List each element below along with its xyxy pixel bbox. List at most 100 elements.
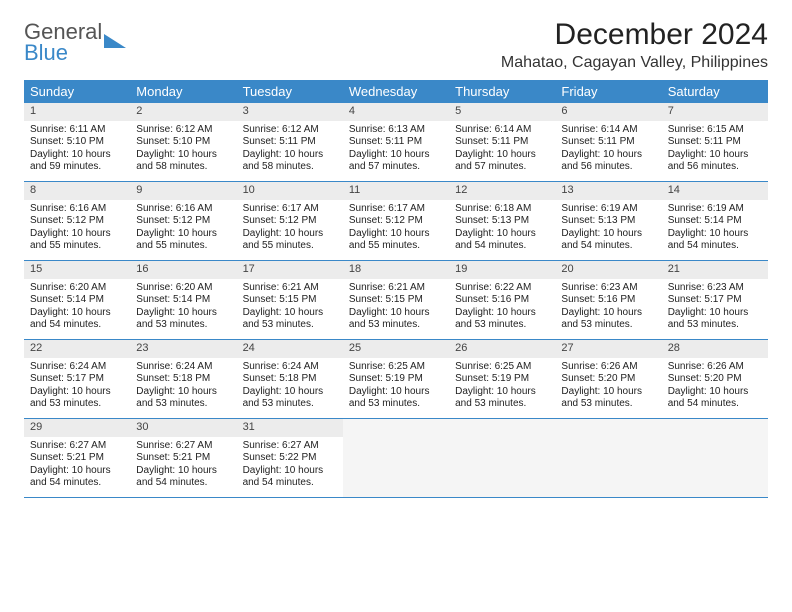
daylight-line: Daylight: 10 hours and 57 minutes.	[455, 149, 549, 174]
logo-text: General Blue	[24, 22, 102, 64]
logo-line2: Blue	[24, 40, 68, 65]
header: General Blue December 2024 Mahatao, Caga…	[24, 18, 768, 72]
day-number: 19	[449, 261, 555, 279]
location-subtitle: Mahatao, Cagayan Valley, Philippines	[501, 54, 768, 72]
calendar-cell: 6Sunrise: 6:14 AMSunset: 5:11 PMDaylight…	[555, 103, 661, 181]
day-body: Sunrise: 6:27 AMSunset: 5:22 PMDaylight:…	[237, 437, 343, 494]
daylight-line: Daylight: 10 hours and 54 minutes.	[30, 307, 124, 332]
calendar-cell: 16Sunrise: 6:20 AMSunset: 5:14 PMDayligh…	[130, 261, 236, 339]
daylight-line: Daylight: 10 hours and 53 minutes.	[349, 386, 443, 411]
calendar-cell: 2Sunrise: 6:12 AMSunset: 5:10 PMDaylight…	[130, 103, 236, 181]
day-number: 11	[343, 182, 449, 200]
day-body: Sunrise: 6:24 AMSunset: 5:17 PMDaylight:…	[24, 358, 130, 415]
day-body: Sunrise: 6:20 AMSunset: 5:14 PMDaylight:…	[24, 279, 130, 336]
day-body: Sunrise: 6:24 AMSunset: 5:18 PMDaylight:…	[237, 358, 343, 415]
calendar-cell: 11Sunrise: 6:17 AMSunset: 5:12 PMDayligh…	[343, 182, 449, 260]
calendar-cell: 12Sunrise: 6:18 AMSunset: 5:13 PMDayligh…	[449, 182, 555, 260]
title-block: December 2024 Mahatao, Cagayan Valley, P…	[501, 18, 768, 72]
daylight-line: Daylight: 10 hours and 55 minutes.	[136, 228, 230, 253]
sunset-line: Sunset: 5:14 PM	[136, 294, 230, 307]
day-number: 13	[555, 182, 661, 200]
day-number: 25	[343, 340, 449, 358]
calendar-week: 1Sunrise: 6:11 AMSunset: 5:10 PMDaylight…	[24, 103, 768, 182]
calendar: Sunday Monday Tuesday Wednesday Thursday…	[24, 80, 768, 498]
sunrise-line: Sunrise: 6:14 AM	[455, 124, 549, 137]
sunrise-line: Sunrise: 6:12 AM	[136, 124, 230, 137]
calendar-cell: 14Sunrise: 6:19 AMSunset: 5:14 PMDayligh…	[662, 182, 768, 260]
day-body: Sunrise: 6:13 AMSunset: 5:11 PMDaylight:…	[343, 121, 449, 178]
sunrise-line: Sunrise: 6:23 AM	[668, 282, 762, 295]
daylight-line: Daylight: 10 hours and 53 minutes.	[455, 386, 549, 411]
day-number: 22	[24, 340, 130, 358]
day-header-row: Sunday Monday Tuesday Wednesday Thursday…	[24, 80, 768, 103]
calendar-cell: 15Sunrise: 6:20 AMSunset: 5:14 PMDayligh…	[24, 261, 130, 339]
dayhead-monday: Monday	[130, 80, 236, 103]
calendar-cell: 26Sunrise: 6:25 AMSunset: 5:19 PMDayligh…	[449, 340, 555, 418]
calendar-cell: 9Sunrise: 6:16 AMSunset: 5:12 PMDaylight…	[130, 182, 236, 260]
day-number: 10	[237, 182, 343, 200]
day-body: Sunrise: 6:21 AMSunset: 5:15 PMDaylight:…	[237, 279, 343, 336]
day-number: 15	[24, 261, 130, 279]
day-number: 12	[449, 182, 555, 200]
daylight-line: Daylight: 10 hours and 54 minutes.	[136, 465, 230, 490]
day-body: Sunrise: 6:26 AMSunset: 5:20 PMDaylight:…	[555, 358, 661, 415]
day-number: 29	[24, 419, 130, 437]
sunrise-line: Sunrise: 6:12 AM	[243, 124, 337, 137]
sunrise-line: Sunrise: 6:22 AM	[455, 282, 549, 295]
calendar-cell: 1Sunrise: 6:11 AMSunset: 5:10 PMDaylight…	[24, 103, 130, 181]
calendar-cell: 20Sunrise: 6:23 AMSunset: 5:16 PMDayligh…	[555, 261, 661, 339]
day-body: Sunrise: 6:12 AMSunset: 5:11 PMDaylight:…	[237, 121, 343, 178]
daylight-line: Daylight: 10 hours and 53 minutes.	[30, 386, 124, 411]
calendar-cell: 7Sunrise: 6:15 AMSunset: 5:11 PMDaylight…	[662, 103, 768, 181]
sunrise-line: Sunrise: 6:26 AM	[668, 361, 762, 374]
day-number: 23	[130, 340, 236, 358]
sunset-line: Sunset: 5:16 PM	[455, 294, 549, 307]
daylight-line: Daylight: 10 hours and 55 minutes.	[30, 228, 124, 253]
logo-triangle-icon	[104, 34, 126, 48]
calendar-cell: 18Sunrise: 6:21 AMSunset: 5:15 PMDayligh…	[343, 261, 449, 339]
sunrise-line: Sunrise: 6:11 AM	[30, 124, 124, 137]
sunrise-line: Sunrise: 6:19 AM	[668, 203, 762, 216]
sunset-line: Sunset: 5:10 PM	[136, 136, 230, 149]
calendar-cell: 10Sunrise: 6:17 AMSunset: 5:12 PMDayligh…	[237, 182, 343, 260]
sunrise-line: Sunrise: 6:14 AM	[561, 124, 655, 137]
calendar-body: 1Sunrise: 6:11 AMSunset: 5:10 PMDaylight…	[24, 103, 768, 498]
daylight-line: Daylight: 10 hours and 53 minutes.	[561, 307, 655, 332]
day-number: 24	[237, 340, 343, 358]
calendar-cell: 19Sunrise: 6:22 AMSunset: 5:16 PMDayligh…	[449, 261, 555, 339]
day-number: 27	[555, 340, 661, 358]
day-number: 17	[237, 261, 343, 279]
calendar-cell	[662, 419, 768, 497]
sunrise-line: Sunrise: 6:13 AM	[349, 124, 443, 137]
sunset-line: Sunset: 5:16 PM	[561, 294, 655, 307]
day-body: Sunrise: 6:12 AMSunset: 5:10 PMDaylight:…	[130, 121, 236, 178]
day-number: 1	[24, 103, 130, 121]
sunset-line: Sunset: 5:12 PM	[349, 215, 443, 228]
day-number: 21	[662, 261, 768, 279]
sunset-line: Sunset: 5:13 PM	[561, 215, 655, 228]
day-number: 2	[130, 103, 236, 121]
sunset-line: Sunset: 5:11 PM	[243, 136, 337, 149]
sunset-line: Sunset: 5:12 PM	[30, 215, 124, 228]
day-body: Sunrise: 6:24 AMSunset: 5:18 PMDaylight:…	[130, 358, 236, 415]
day-body: Sunrise: 6:11 AMSunset: 5:10 PMDaylight:…	[24, 121, 130, 178]
day-number: 31	[237, 419, 343, 437]
daylight-line: Daylight: 10 hours and 54 minutes.	[455, 228, 549, 253]
calendar-cell: 17Sunrise: 6:21 AMSunset: 5:15 PMDayligh…	[237, 261, 343, 339]
day-number: 8	[24, 182, 130, 200]
dayhead-wednesday: Wednesday	[343, 80, 449, 103]
calendar-cell: 23Sunrise: 6:24 AMSunset: 5:18 PMDayligh…	[130, 340, 236, 418]
sunset-line: Sunset: 5:17 PM	[668, 294, 762, 307]
daylight-line: Daylight: 10 hours and 57 minutes.	[349, 149, 443, 174]
day-body: Sunrise: 6:16 AMSunset: 5:12 PMDaylight:…	[130, 200, 236, 257]
day-body: Sunrise: 6:22 AMSunset: 5:16 PMDaylight:…	[449, 279, 555, 336]
daylight-line: Daylight: 10 hours and 58 minutes.	[243, 149, 337, 174]
daylight-line: Daylight: 10 hours and 55 minutes.	[349, 228, 443, 253]
sunset-line: Sunset: 5:12 PM	[136, 215, 230, 228]
sunrise-line: Sunrise: 6:19 AM	[561, 203, 655, 216]
daylight-line: Daylight: 10 hours and 53 minutes.	[561, 386, 655, 411]
daylight-line: Daylight: 10 hours and 58 minutes.	[136, 149, 230, 174]
calendar-week: 22Sunrise: 6:24 AMSunset: 5:17 PMDayligh…	[24, 340, 768, 419]
daylight-line: Daylight: 10 hours and 55 minutes.	[243, 228, 337, 253]
day-body: Sunrise: 6:21 AMSunset: 5:15 PMDaylight:…	[343, 279, 449, 336]
